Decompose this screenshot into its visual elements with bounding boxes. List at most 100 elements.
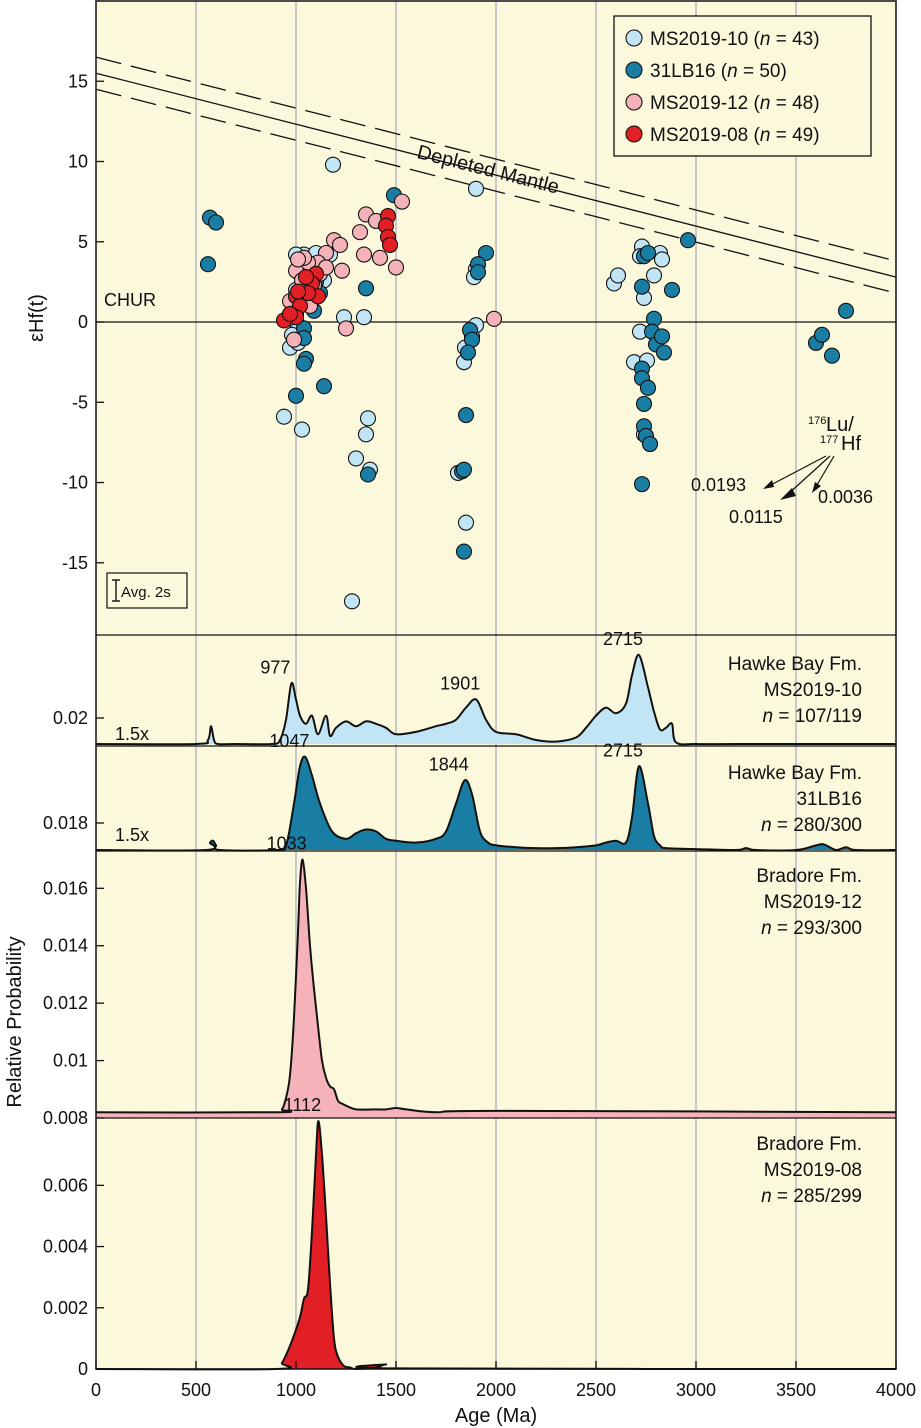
kde-scale-label: 1.5x: [115, 724, 149, 744]
kde-y-tick-label: 0: [78, 1359, 88, 1379]
error-bar-label: Avg. 2s: [121, 584, 171, 601]
hf-point-31lb16: [641, 435, 659, 453]
legend: MS2019-10 (n = 43) 31LB16 (n = 50) MS2019-…: [613, 15, 872, 157]
hf-point-31lb16: [837, 302, 855, 319]
hf-point-ms2019-10: [359, 410, 377, 427]
hf-point-31lb16: [639, 379, 657, 396]
arrow-0193: [764, 455, 827, 489]
kde-y-tick-label: 0.008: [43, 1108, 88, 1128]
kde-formation-label: Hawke Bay Fm.: [728, 654, 862, 675]
x-tick-label: 2500: [576, 1380, 616, 1400]
hf-point-31lb16: [477, 244, 495, 262]
hf-point-ms2019-10: [347, 450, 365, 467]
hf-sup: 177: [820, 434, 838, 446]
kde-y-tick-label: 0.014: [43, 936, 88, 956]
hf-points: [199, 156, 855, 610]
x-tick-label: 500: [181, 1380, 211, 1400]
hf-point-31lb16: [639, 244, 657, 262]
kde-panel-31lb16: 0.018 1.5x 1047 1844 2715 Hawke Bay Fm. 31LB16…: [43, 731, 897, 852]
kde-n-label: n = 285/299: [761, 1186, 862, 1207]
hf-y-tick-label: 15: [68, 71, 88, 91]
kde-panel-ms2019-10: 0.02 1.5x 977 1901 2715 Hawke Bay Fm. MS2019-1…: [53, 629, 896, 746]
depleted-mantle-envelope: [95, 56, 897, 262]
hf-point-ms2019-10: [467, 180, 485, 197]
hf-point-ms2019-10: [457, 514, 475, 531]
hf-y-axis-title: εHf(t): [26, 294, 48, 342]
hf-point-31lb16: [459, 344, 477, 361]
x-tick-label: 3500: [776, 1380, 816, 1400]
legend-label-ms2019-10: MS2019-10 (n = 43): [650, 29, 820, 50]
kde-peak-label: 2715: [603, 629, 643, 649]
legend-label-31lb16: 31LB16 (n = 50): [650, 61, 787, 82]
x-tick-label: 3000: [676, 1380, 716, 1400]
kde-peak-label: 1844: [429, 754, 469, 774]
lu-label: Lu/: [826, 414, 854, 436]
kde-formation-label: Hawke Bay Fm.: [728, 763, 862, 784]
hf-point-ms2019-10: [355, 309, 373, 326]
hf-point-ms2019-12: [333, 262, 351, 279]
hf-point-31lb16: [359, 466, 377, 483]
kde-curve: [95, 858, 897, 1114]
hf-label: Hf: [841, 433, 861, 455]
hf-point-ms2019-08: [297, 269, 315, 286]
hf-point-31lb16: [295, 355, 313, 372]
hf-y-tick-label: 10: [68, 152, 88, 172]
hf-y-tick-label: 5: [78, 232, 88, 252]
hf-point-31lb16: [633, 476, 651, 493]
kde-n-label: n = 107/119: [762, 706, 862, 727]
kde-curve: [95, 755, 897, 852]
kde-peak-label: 1033: [267, 834, 307, 854]
hf-y-tick-label: -5: [72, 392, 88, 412]
hf-y-tick-label: -15: [62, 553, 88, 573]
kde-y-tick-label: 0.006: [43, 1175, 88, 1195]
hf-point-31lb16: [357, 280, 375, 297]
hf-point-31lb16: [455, 543, 473, 560]
hf-point-31lb16: [655, 344, 673, 361]
kde-area: [96, 756, 896, 851]
hf-point-31lb16: [635, 395, 653, 412]
depleted-mantle-lines: [95, 56, 897, 294]
hf-y-tick-label: -10: [62, 473, 88, 493]
hf-point-ms2019-12: [355, 246, 373, 263]
kde-panel-ms2019-08: 0.006 0.004 0.002 0 1112 Bradore Fm. MS2019-08…: [43, 1095, 897, 1379]
x-tick-label: 4000: [876, 1380, 916, 1400]
kde-sample-label: MS2019-10: [764, 680, 862, 701]
legend-label-ms2019-12: MS2019-12 (n = 48): [650, 93, 820, 114]
kde-y-tick-label: 0.004: [43, 1237, 88, 1257]
hf-point-ms2019-12: [351, 224, 369, 241]
hf-point-31lb16: [633, 278, 651, 295]
hf-point-31lb16: [457, 407, 475, 424]
hf-point-31lb16: [469, 264, 487, 281]
legend-marker-ms2019-08: [625, 125, 643, 143]
depleted-mantle-envelope: [95, 88, 897, 294]
kde-y-tick-label: 0.012: [43, 993, 88, 1013]
legend-label-ms2019-08: MS2019-08 (n = 49): [650, 125, 820, 146]
kde-n-label: n = 293/300: [761, 918, 862, 939]
hf-point-ms2019-10: [609, 267, 627, 284]
kde-n-label: n = 280/300: [761, 815, 862, 836]
hf-point-31lb16: [653, 328, 671, 345]
kde-formation-label: Bradore Fm.: [756, 1134, 862, 1155]
kde-sample-label: MS2019-08: [764, 1160, 862, 1181]
hf-point-ms2019-10: [343, 593, 361, 610]
kde-peak-label: 1047: [269, 731, 309, 751]
kde-peak-label: 1112: [284, 1095, 321, 1115]
lu-hf-value-0193: 0.0193: [691, 475, 746, 495]
hf-point-ms2019-12: [387, 259, 405, 276]
hf-point-ms2019-12: [289, 251, 307, 268]
hf-point-31lb16: [823, 347, 841, 364]
hf-y-ticks: 15 10 5 0 -5 -10 -15: [62, 71, 104, 573]
hf-point-31lb16: [199, 256, 217, 273]
hf-point-ms2019-08: [289, 283, 307, 300]
hf-point-ms2019-10: [645, 267, 663, 284]
x-tick-label: 0: [91, 1380, 101, 1400]
hf-point-31lb16: [287, 387, 305, 404]
hf-point-ms2019-10: [293, 421, 311, 438]
legend-marker-31lb16: [625, 61, 643, 79]
kde-y-tick-label: 0.01: [53, 1051, 88, 1071]
arrow-0115: [785, 455, 831, 497]
kde-curve: [95, 1120, 897, 1371]
hf-point-ms2019-10: [357, 426, 375, 443]
